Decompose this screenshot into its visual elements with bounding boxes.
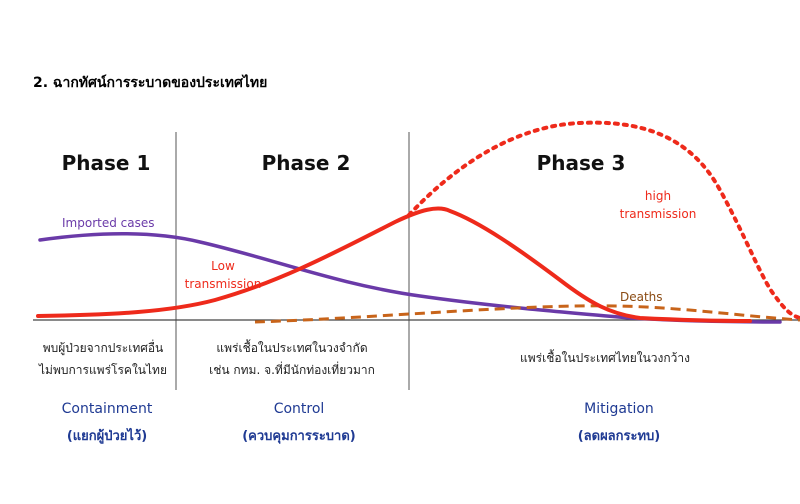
low-transmission-curve [36, 206, 752, 323]
phase-2-desc-line1: แพร่เชื้อในประเทศในวงจำกัด [216, 339, 367, 355]
low-transmission-label-line2: transmission [185, 277, 262, 291]
phase-1-strategy: Containment [62, 401, 153, 417]
high-transmission-curve [407, 120, 800, 320]
phase-1-desc-line1: พบผู้ป่วยจากประเทศอื่น [43, 339, 164, 356]
phase-3-strategy: Mitigation [584, 401, 654, 417]
imported-cases-curve [38, 232, 782, 324]
low-transmission-label-line1: Low [211, 259, 235, 273]
phase-2-title: Phase 2 [262, 151, 351, 175]
imported-cases-label: Imported cases [62, 216, 154, 230]
page-heading: 2. ฉากทัศน์การระบาดของประเทศไทย [33, 73, 267, 91]
phase-1-desc-line2: ไม่พบการแพร่โรคในไทย [38, 363, 167, 377]
phase-1-title: Phase 1 [62, 151, 151, 175]
phase-3-title: Phase 3 [537, 151, 626, 175]
deaths-curve [254, 304, 800, 324]
phase-2-strategy-th: (ควบคุมการระบาด) [242, 429, 356, 444]
phase-2-desc-line2: เช่น กทม. จ.ที่มีนักท่องเที่ยวมาก [209, 361, 375, 377]
phase-2-strategy: Control [274, 401, 325, 417]
phase-1-strategy-th: (แยกผู้ป่วยไว้) [67, 427, 147, 444]
high-transmission-label-line2: transmission [620, 207, 697, 221]
phase-3-strategy-th: (ลดผลกระทบ) [578, 429, 661, 444]
deaths-label: Deaths [620, 290, 663, 304]
high-transmission-label-line1: high [645, 189, 671, 203]
phase-3-desc-line1: แพร่เชื้อในประเทศไทยในวงกว้าง [520, 349, 690, 365]
